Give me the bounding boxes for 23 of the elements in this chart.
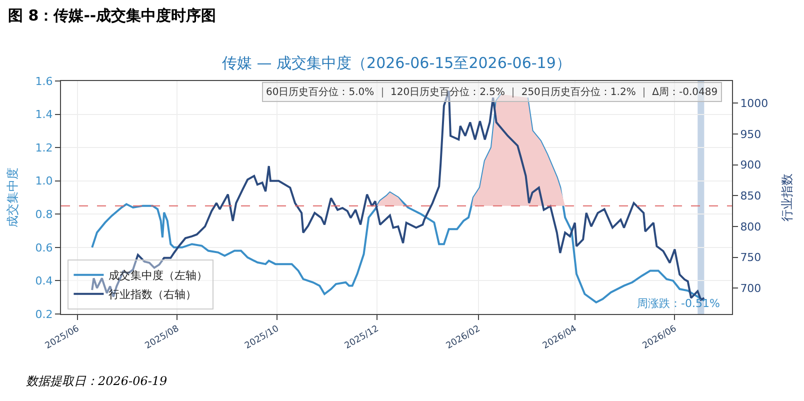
chart-title: 图 8：传媒--成交集中度时序图 [8,6,216,25]
y2-tick-label: 850 [740,190,762,202]
y-tick-label: 0.4 [35,274,53,288]
y2-tick-label: 1000 [740,97,768,110]
y-axis-title: 成交集中度 [6,168,20,228]
y2-tick-label: 700 [740,282,762,295]
y-tick-label: 0.2 [35,308,53,321]
y2-axis-title: 行业指数 [780,174,794,222]
y-tick-label: 1.6 [35,74,53,88]
chart-subtitle: 传媒 — 成交集中度（2026-06-15至2026-06-19） [222,54,571,72]
y2-tick-label: 750 [740,251,762,264]
y2-tick-label: 800 [740,220,762,234]
annotation: 周涨跌：-0.51% [637,297,720,310]
y-tick-label: 0.8 [35,208,53,221]
y-tick-label: 1.0 [35,174,53,188]
annotation: 60日历史百分位：5.0% ｜ 120日历史百分位：2.5% ｜ 250日历史百分位：1.2% ｜ Δ周：-0.0489 [266,86,718,98]
y-tick-label: 1.2 [35,141,53,154]
y-tick-label: 0.6 [35,241,53,254]
legend-label: 行业指数（右轴） [108,288,197,302]
y2-tick-label: 900 [740,158,762,172]
text: 数据提取日：2026-06-19 [26,374,168,388]
y2-tick-label: 950 [740,128,762,141]
y-tick-label: 1.4 [35,108,53,122]
